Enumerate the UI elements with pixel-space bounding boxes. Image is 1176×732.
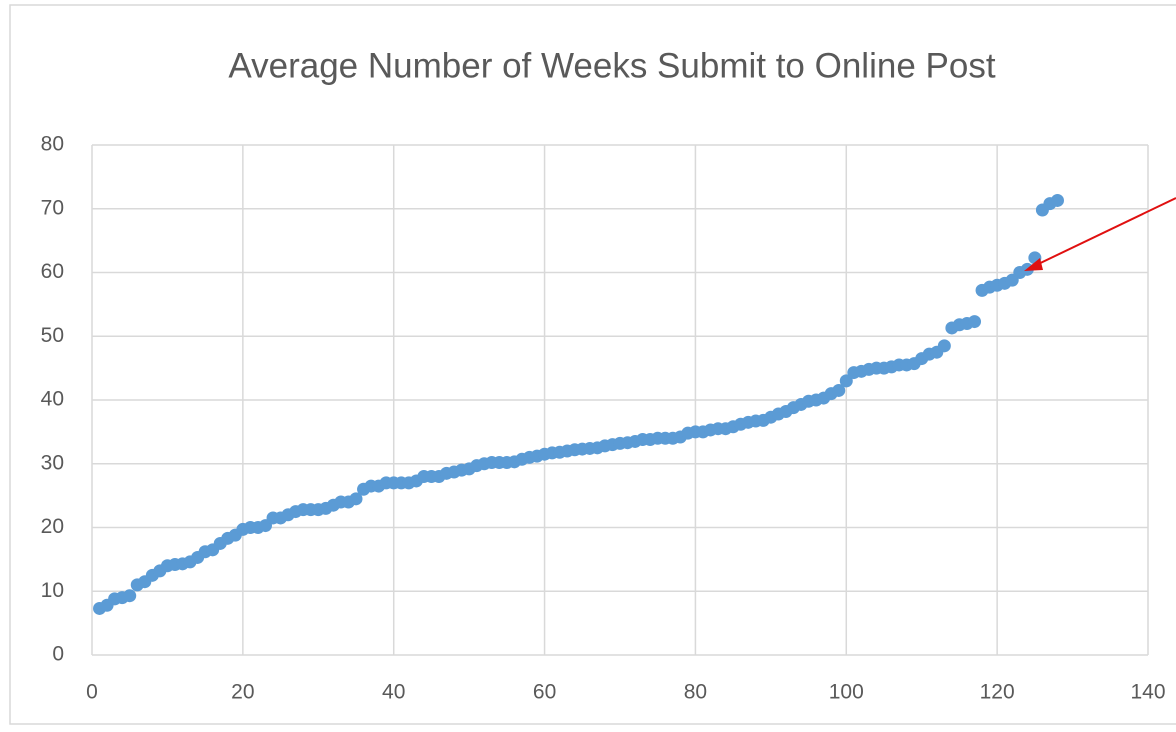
arrow-head <box>1024 258 1043 271</box>
y-tick-label: 60 <box>41 260 64 283</box>
y-tick-label: 70 <box>41 196 64 219</box>
y-tick-label: 30 <box>41 451 64 474</box>
point <box>968 315 982 329</box>
y-tick-label: 10 <box>41 579 64 602</box>
y-tick-label: 50 <box>41 324 64 347</box>
point <box>937 339 951 353</box>
x-tick-label: 100 <box>829 681 864 704</box>
point <box>832 383 846 397</box>
chart-frame <box>9 4 1176 725</box>
y-tick-label: 80 <box>41 133 64 156</box>
point <box>123 589 137 603</box>
x-tick-label: 140 <box>1130 681 1165 704</box>
points <box>93 193 1064 615</box>
y-tick-label: 40 <box>41 388 64 411</box>
chart-title: Average Number of Weeks Submit to Online… <box>228 46 995 85</box>
x-tick-label: 40 <box>382 681 405 704</box>
arrow-line <box>1029 197 1176 269</box>
x-tick-label: 60 <box>533 681 556 704</box>
y-tick-label: 20 <box>41 515 64 538</box>
point <box>1050 193 1064 207</box>
point <box>839 374 853 388</box>
point <box>349 492 363 506</box>
x-tick-label: 0 <box>86 681 98 704</box>
x-tick-label: 20 <box>231 681 254 704</box>
x-tick-label: 120 <box>980 681 1015 704</box>
x-tick-label: 80 <box>684 681 707 704</box>
y-tick-label: 0 <box>52 643 64 666</box>
